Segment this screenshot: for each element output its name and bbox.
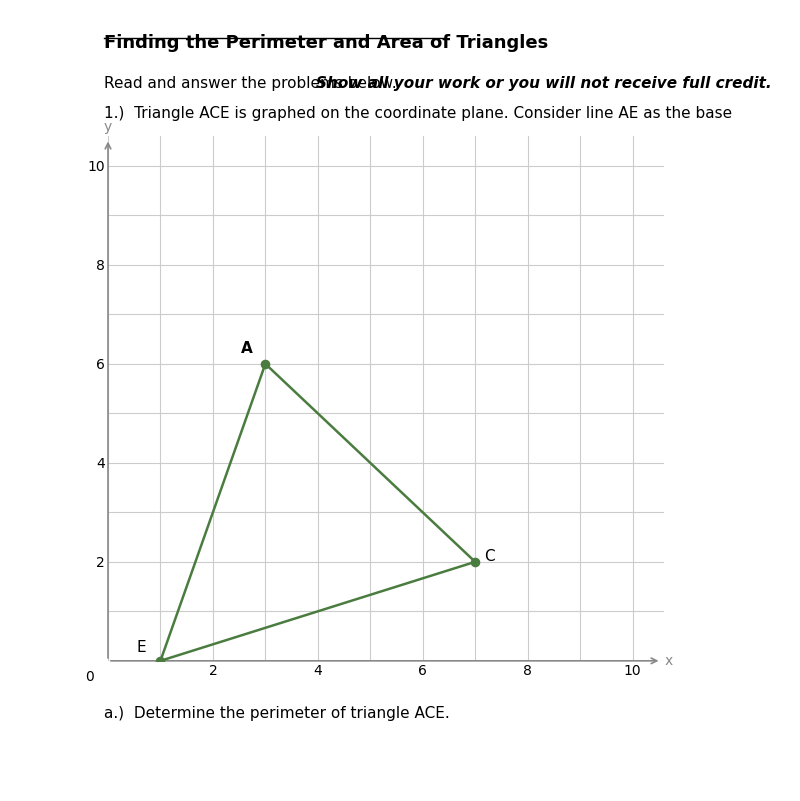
Text: C: C — [485, 549, 495, 565]
Text: y: y — [104, 119, 112, 134]
Point — [469, 555, 482, 568]
Text: x: x — [665, 654, 674, 668]
Point — [154, 654, 167, 667]
Text: a.)  Determine the perimeter of triangle ACE.: a.) Determine the perimeter of triangle … — [104, 706, 450, 722]
Text: 0: 0 — [86, 670, 94, 684]
Point — [259, 357, 272, 370]
Text: Show all your work or you will not receive full credit.: Show all your work or you will not recei… — [316, 76, 772, 91]
Text: Finding the Perimeter and Area of Triangles: Finding the Perimeter and Area of Triang… — [104, 34, 548, 52]
Text: Read and answer the problems below.: Read and answer the problems below. — [104, 76, 402, 91]
Text: A: A — [241, 341, 252, 356]
Text: 1.)  Triangle ACE is graphed on the coordinate plane. Consider line AE as the ba: 1.) Triangle ACE is graphed on the coord… — [104, 106, 732, 121]
Text: E: E — [136, 640, 146, 655]
